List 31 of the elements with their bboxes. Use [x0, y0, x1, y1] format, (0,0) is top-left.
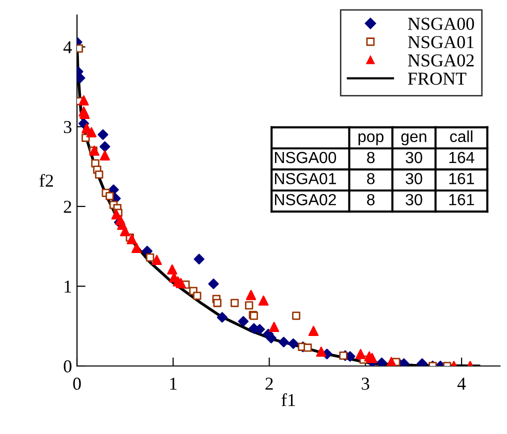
annotation: NSGA01	[275, 172, 336, 184]
legend-label: FRONT	[408, 72, 466, 85]
y-tick-label: 1	[64, 280, 72, 292]
annotation: 8	[367, 194, 375, 206]
x-tick-label: 2	[266, 378, 273, 390]
x-tick-label: 0	[73, 378, 81, 390]
x-axis-title: f1	[282, 393, 295, 406]
annotation: 30	[406, 152, 422, 164]
annotation: gen	[401, 133, 426, 146]
annotation: 30	[406, 172, 422, 184]
annotation: 30	[406, 194, 422, 206]
x-tick-label: 4	[457, 378, 466, 390]
annotation: 8	[367, 152, 375, 164]
legend-label: NSGA02	[408, 54, 474, 67]
legend-label: NSGA00	[408, 18, 474, 30]
y-tick-label: 3	[64, 120, 72, 134]
annotation: 164	[449, 152, 474, 164]
y-tick-label: 0	[64, 360, 72, 372]
legend-label: NSGA01	[408, 36, 474, 48]
y-axis-title: f2	[39, 174, 53, 187]
y-tick-label: 2	[64, 200, 72, 213]
annotation: call	[450, 130, 472, 142]
x-tick-label: 3	[362, 378, 370, 390]
y-tick-label: 4	[63, 41, 72, 54]
annotation: 8	[367, 172, 375, 184]
annotation: pop	[358, 133, 384, 146]
annotation: 161	[449, 194, 474, 206]
annotation: NSGA00	[275, 152, 336, 164]
annotation: 161	[449, 172, 474, 184]
x-tick-label: 1	[170, 378, 177, 390]
annotation: NSGA02	[275, 194, 336, 206]
